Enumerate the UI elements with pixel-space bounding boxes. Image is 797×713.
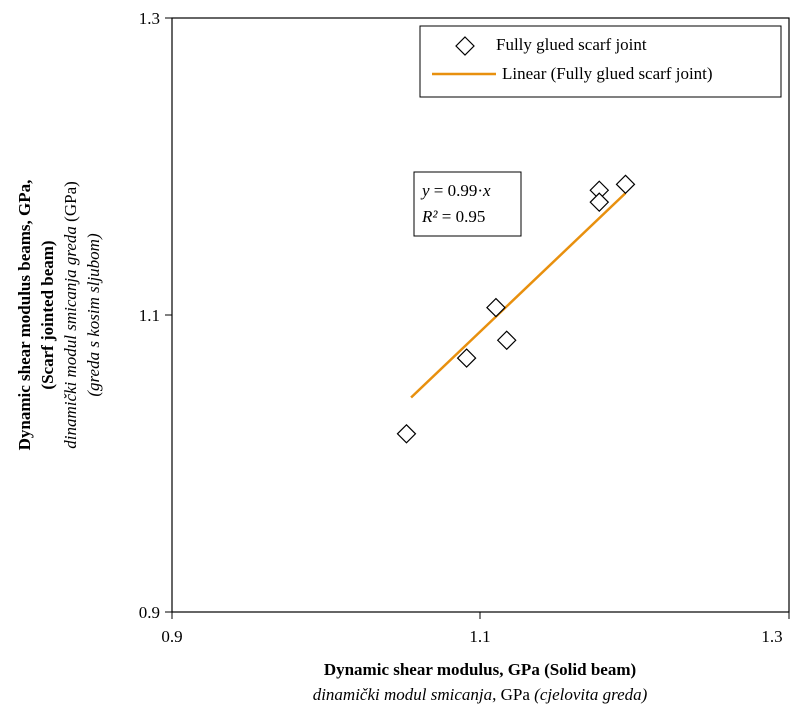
y-axis-title-line2: (Scarf jointed beam) xyxy=(38,240,57,389)
equation-x: x xyxy=(482,181,491,200)
legend-label-series: Fully glued scarf joint xyxy=(496,35,647,54)
y-axis-title-line3-italic: dinamički modul smicanja greda xyxy=(61,226,80,449)
y-axis-title-line3-normal: (GPa) xyxy=(61,181,80,226)
r-squared-value: = 0.95 xyxy=(437,207,485,226)
legend: Fully glued scarf joint Linear (Fully gl… xyxy=(419,25,782,98)
trendline-layer xyxy=(410,192,627,399)
legend-label-trendline: Linear (Fully glued scarf joint) xyxy=(502,64,713,83)
y-axis: 1.3 1.1 0.9 xyxy=(139,9,172,622)
legend-box xyxy=(419,25,782,98)
r-squared-text: R² = 0.95 xyxy=(421,207,485,226)
data-points xyxy=(396,174,636,444)
equation-body: = 0.99· xyxy=(430,181,484,200)
regression-annotation: y = 0.99·x R² = 0.95 xyxy=(413,171,522,237)
equation-y: y xyxy=(420,181,430,200)
trendline xyxy=(410,192,627,399)
y-tick-label: 1.1 xyxy=(139,306,160,325)
data-point-diamond xyxy=(396,423,417,444)
x-axis-title: Dynamic shear modulus, GPa (Solid beam) xyxy=(324,660,636,679)
legend-marker-diamond xyxy=(455,36,475,56)
x-axis-subtitle: dinamički modul smicanja, GPa (cjelovita… xyxy=(313,685,648,704)
x-axis: 0.9 1.1 1.3 xyxy=(161,612,790,646)
x-axis-subtitle-italic-b: (cjelovita greda) xyxy=(534,685,647,704)
data-point-diamond xyxy=(496,330,517,351)
y-axis-title-line4: (greda s kosim sljubom) xyxy=(84,233,103,397)
data-point-diamond xyxy=(486,297,506,318)
x-axis-subtitle-normal: , GPa xyxy=(492,685,534,704)
y-axis-title-line1: Dynamic shear modulus beams, GPa, xyxy=(15,180,34,451)
y-axis-title-group: Dynamic shear modulus beams, GPa, (Scarf… xyxy=(15,180,103,451)
data-point-diamond xyxy=(589,192,610,212)
data-point-diamond xyxy=(615,174,636,195)
x-tick-label: 1.3 xyxy=(761,627,782,646)
annotation-box xyxy=(413,171,522,237)
y-tick-label: 1.3 xyxy=(139,9,160,28)
plot-area xyxy=(171,17,790,613)
equation-text: y = 0.99·x xyxy=(420,181,491,200)
x-tick-label: 0.9 xyxy=(161,627,182,646)
x-tick-label: 1.1 xyxy=(469,627,490,646)
y-axis-title-line3: dinamički modul smicanja greda (GPa) xyxy=(61,181,80,449)
r-squared-label: R² xyxy=(421,207,438,226)
x-axis-subtitle-italic-a: dinamički modul smicanja xyxy=(313,685,492,704)
y-tick-label: 0.9 xyxy=(139,603,160,622)
data-point-diamond xyxy=(456,348,477,368)
